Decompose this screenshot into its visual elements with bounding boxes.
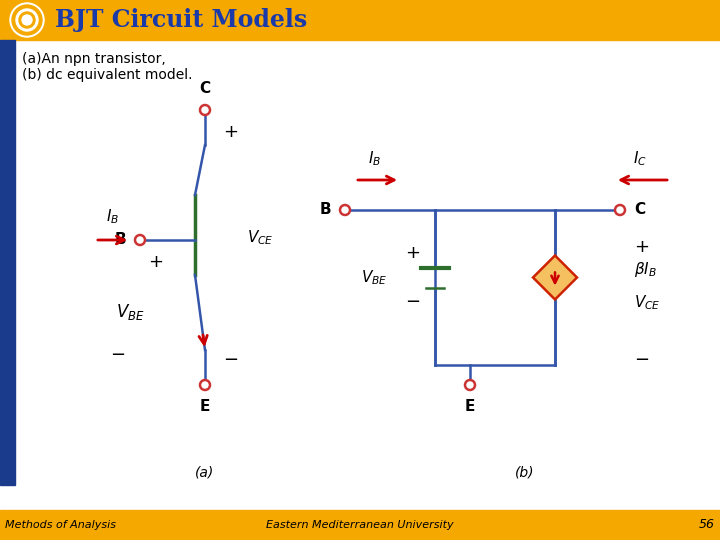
Text: +: + xyxy=(405,244,420,261)
Text: E: E xyxy=(200,399,210,414)
Text: (b): (b) xyxy=(516,465,535,479)
Text: $V_{CE}$: $V_{CE}$ xyxy=(634,293,660,312)
Text: (a)An npn transistor,: (a)An npn transistor, xyxy=(22,52,166,66)
Text: +: + xyxy=(634,239,649,256)
Text: C: C xyxy=(634,202,645,218)
Bar xyxy=(0,0,720,40)
Circle shape xyxy=(615,205,625,215)
Text: −: − xyxy=(634,351,649,369)
Circle shape xyxy=(16,9,38,31)
Circle shape xyxy=(200,105,210,115)
Circle shape xyxy=(12,5,42,35)
Text: B: B xyxy=(114,233,126,247)
Text: $V_{BE}$: $V_{BE}$ xyxy=(116,302,144,322)
Text: −: − xyxy=(110,346,125,364)
Text: (a): (a) xyxy=(195,465,215,479)
Bar xyxy=(0,40,15,485)
Text: C: C xyxy=(199,81,210,96)
Text: $I_B$: $I_B$ xyxy=(106,207,119,226)
Text: $\beta I_B$: $\beta I_B$ xyxy=(634,260,657,279)
Circle shape xyxy=(465,380,475,390)
Text: E: E xyxy=(465,399,475,414)
Text: +: + xyxy=(223,123,238,141)
Polygon shape xyxy=(533,255,577,300)
Text: $V_{CE}$: $V_{CE}$ xyxy=(247,228,274,247)
Circle shape xyxy=(22,15,32,25)
Text: B: B xyxy=(320,202,331,218)
Text: BJT Circuit Models: BJT Circuit Models xyxy=(55,8,307,32)
Circle shape xyxy=(10,3,44,37)
Text: (b) dc equivalent model.: (b) dc equivalent model. xyxy=(22,68,192,82)
Bar xyxy=(0,510,720,540)
Text: $I_B$: $I_B$ xyxy=(369,149,382,168)
Circle shape xyxy=(340,205,350,215)
Text: Methods of Analysis: Methods of Analysis xyxy=(5,520,116,530)
Circle shape xyxy=(135,235,145,245)
Text: −: − xyxy=(223,351,238,369)
Circle shape xyxy=(200,380,210,390)
Text: −: − xyxy=(405,294,420,312)
Circle shape xyxy=(19,12,35,28)
Text: $I_C$: $I_C$ xyxy=(633,149,647,168)
Text: 56: 56 xyxy=(699,518,715,531)
Text: $V_{BE}$: $V_{BE}$ xyxy=(361,268,387,287)
Text: Eastern Mediterranean University: Eastern Mediterranean University xyxy=(266,520,454,530)
Text: +: + xyxy=(148,253,163,271)
